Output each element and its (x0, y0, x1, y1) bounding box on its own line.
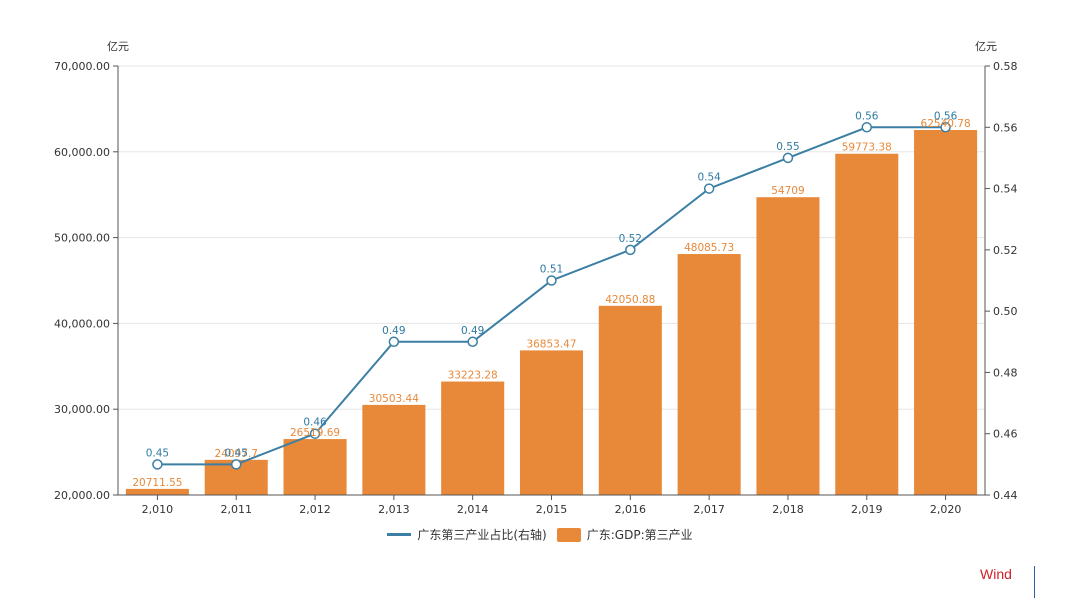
bars (125, 130, 978, 496)
bar-value-label: 59773.38 (842, 142, 892, 154)
x-tick-label: 2,011 (220, 503, 252, 516)
right-tick-label: 0.46 (993, 428, 1018, 441)
bar-value-label: 54709 (771, 185, 804, 197)
share-value-label: 0.55 (776, 141, 799, 153)
x-tick-label: 2,012 (299, 503, 331, 516)
share-value-label: 0.56 (934, 110, 958, 122)
bar-value-label: 33223.28 (448, 370, 498, 382)
right-tick-label: 0.44 (993, 489, 1018, 502)
right-tick-label: 0.54 (993, 183, 1018, 196)
left-tick-label: 70,000.00 (54, 60, 110, 73)
bar-value-label: 36853.47 (526, 338, 576, 350)
bar-value-label: 48085.73 (684, 242, 734, 254)
share-point (309, 428, 321, 439)
share-value-label: 0.51 (540, 264, 563, 276)
bar (835, 153, 899, 496)
bar (677, 254, 741, 495)
legend-line-swatch (387, 533, 412, 536)
x-tick-label: 2,019 (851, 503, 883, 516)
left-tick-label: 30,000.00 (54, 403, 110, 416)
line-series (152, 122, 951, 470)
share-value-label: 0.45 (146, 447, 169, 459)
bar (362, 404, 426, 495)
left-axis-unit: 亿元 (107, 40, 129, 53)
bar (914, 130, 978, 495)
legend-bar-swatch (556, 527, 581, 542)
right-tick-label: 0.56 (993, 121, 1018, 134)
legend-bar-label: 广东:GDP:第三产业 (586, 528, 693, 542)
share-point (861, 122, 873, 133)
legend-item-bar[interactable]: 广东:GDP:第三产业 (556, 526, 693, 543)
bar (598, 305, 662, 495)
share-value-label: 0.52 (619, 233, 642, 245)
share-point (388, 336, 400, 348)
share-point (152, 459, 163, 470)
bar-value-label: 30503.44 (369, 393, 419, 405)
legend: 广东第三产业占比(右轴) 广东:GDP:第三产业 (0, 526, 1080, 543)
x-tick-label: 2,016 (615, 503, 647, 516)
left-tick-label: 50,000.00 (54, 232, 110, 245)
share-point (467, 336, 478, 348)
x-tick-label: 2,013 (378, 503, 410, 516)
share-point (546, 275, 557, 286)
data-labels: 20711.55 24097.7 26519.69 30503.44 33223.28 3… (132, 110, 970, 489)
bar-value-label: 24097.7 (215, 448, 258, 460)
bar-value-label: 42050.88 (605, 294, 655, 306)
bar-value-label: 62540.78 (921, 118, 971, 130)
share-value-label: 0.46 (303, 417, 327, 429)
source-label: Wind (980, 566, 1012, 582)
right-tick-label: 0.58 (993, 60, 1018, 73)
x-tick-label: 2,014 (457, 503, 489, 516)
bar (441, 381, 505, 495)
axes: 20,000.00 30,000.00 40,000.00 50,000.00 60,0… (54, 60, 1017, 516)
share-value-label: 0.56 (855, 110, 879, 122)
x-tick-label: 2,010 (142, 503, 174, 516)
x-tick-label: 2,020 (930, 503, 962, 516)
bar (519, 350, 584, 495)
legend-item-line[interactable]: 广东第三产业占比(右轴) (387, 526, 547, 543)
share-value-label: 0.49 (461, 325, 484, 337)
x-tick-label: 2,017 (693, 503, 725, 516)
right-tick-label: 0.52 (993, 244, 1018, 257)
bar (283, 439, 347, 495)
left-tick-label: 40,000.00 (54, 317, 110, 330)
x-tick-label: 2,018 (772, 503, 804, 516)
left-tick-label: 60,000.00 (54, 146, 110, 159)
x-tick-label: 2,015 (536, 503, 568, 516)
bar (125, 488, 189, 495)
share-point (782, 152, 794, 164)
bar (756, 197, 820, 495)
source-divider (1034, 566, 1035, 598)
share-point (230, 459, 242, 470)
share-point (703, 183, 715, 194)
right-tick-label: 0.50 (993, 305, 1018, 318)
bar-value-label: 20711.55 (132, 477, 182, 489)
share-point (625, 244, 636, 256)
share-value-label: 0.45 (225, 447, 248, 459)
share-value-label: 0.54 (697, 172, 721, 184)
left-tick-label: 20,000.00 (54, 489, 110, 502)
share-value-label: 0.49 (382, 325, 405, 337)
right-tick-label: 0.48 (993, 366, 1018, 379)
right-axis-unit: 亿元 (975, 40, 997, 53)
share-point (940, 122, 951, 133)
bar-value-label: 26519.69 (290, 427, 340, 439)
legend-line-label: 广东第三产业占比(右轴) (417, 528, 547, 542)
